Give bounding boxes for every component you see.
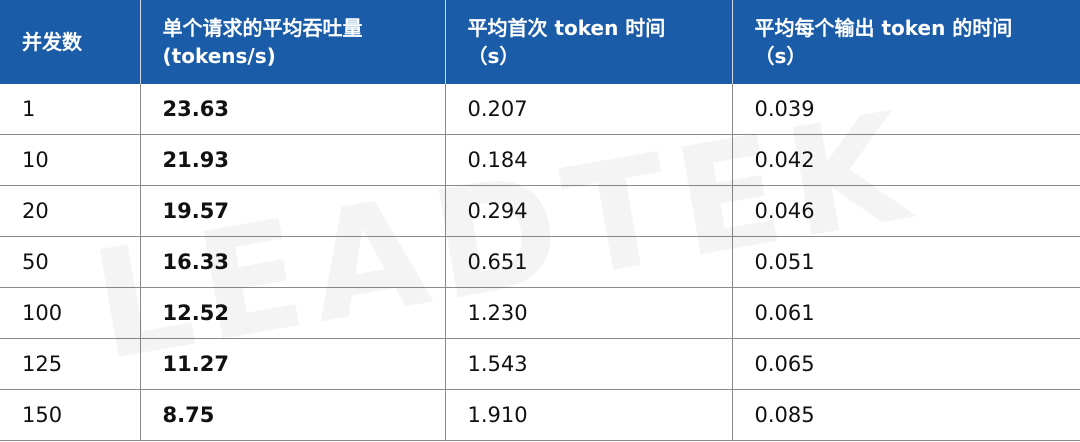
table-cell: 1.543 [444, 338, 733, 390]
table-cell: 8.75 [139, 389, 446, 441]
table-cell: 0.061 [731, 287, 1080, 339]
table-cell: 12.52 [139, 287, 446, 339]
header-text: (tokens/s) [162, 44, 276, 68]
table-cell: 10 [0, 134, 141, 186]
header-cell: 单个请求的平均吞吐量 (tokens/s) [139, 0, 445, 84]
table-cell: 125 [0, 338, 141, 390]
table-cell: 0.042 [731, 134, 1080, 186]
table-cell: 0.294 [444, 185, 733, 237]
table-cell: 100 [0, 287, 141, 339]
table-row: 10 21.93 0.184 0.042 [0, 134, 1080, 186]
table-cell: 20 [0, 185, 141, 237]
table-row: 150 8.75 1.910 0.085 [0, 389, 1080, 441]
table-cell: 1.910 [444, 389, 733, 441]
table-cell: 50 [0, 236, 141, 288]
table-body: 1 23.63 0.207 0.039 10 21.93 0.184 0.042 20 19.57… [0, 84, 1080, 441]
table-cell: 0.039 [731, 84, 1080, 135]
header-text: 平均每个输出 token 的时间 [754, 16, 1013, 40]
table-cell: 11.27 [139, 338, 446, 390]
table-cell: 0.046 [731, 185, 1080, 237]
header-text: （s） [467, 44, 520, 68]
table-cell: 0.065 [731, 338, 1080, 390]
header-text: 并发数 [22, 30, 82, 54]
table-row: 125 11.27 1.543 0.065 [0, 338, 1080, 390]
header-text: （s） [754, 44, 807, 68]
table-row: 20 19.57 0.294 0.046 [0, 185, 1080, 237]
table-row: 100 12.52 1.230 0.061 [0, 287, 1080, 339]
table-cell: 1.230 [444, 287, 733, 339]
table-cell: 0.085 [731, 389, 1080, 441]
header-cell: 并发数 [0, 0, 140, 84]
table-cell: 0.184 [444, 134, 733, 186]
header-text: 单个请求的平均吞吐量 [162, 16, 363, 40]
table-cell: 19.57 [139, 185, 446, 237]
table-cell: 0.651 [444, 236, 733, 288]
table-row: 1 23.63 0.207 0.039 [0, 84, 1080, 135]
header-text: 平均首次 token 时间 [467, 16, 666, 40]
header-row: 并发数 单个请求的平均吞吐量 (tokens/s) 平均首次 token 时间 （s）平… [0, 0, 1080, 84]
table-cell: 0.207 [444, 84, 733, 135]
header-cell: 平均每个输出 token 的时间 （s） [731, 0, 1080, 84]
header-cell: 平均首次 token 时间 （s） [444, 0, 732, 84]
table-cell: 150 [0, 389, 141, 441]
table-cell: 16.33 [139, 236, 446, 288]
table-cell: 23.63 [139, 84, 446, 135]
table-cell: 0.051 [731, 236, 1080, 288]
table-row: 50 16.33 0.651 0.051 [0, 236, 1080, 288]
table-cell: 21.93 [139, 134, 446, 186]
table-cell: 1 [0, 84, 141, 135]
